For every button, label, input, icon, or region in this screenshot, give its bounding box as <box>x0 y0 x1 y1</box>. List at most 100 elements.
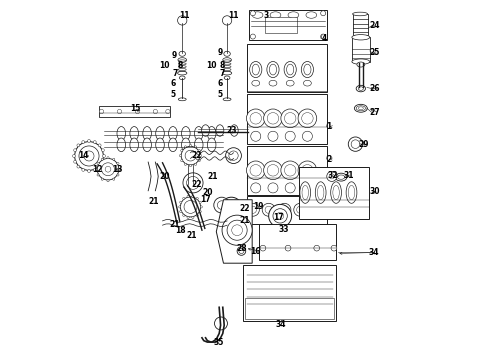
Ellipse shape <box>252 80 260 86</box>
Ellipse shape <box>195 138 203 152</box>
Bar <box>247 145 327 195</box>
Text: 9: 9 <box>218 48 223 57</box>
Ellipse shape <box>223 98 231 101</box>
Circle shape <box>246 203 259 216</box>
Text: 2: 2 <box>327 155 332 164</box>
Circle shape <box>314 245 319 251</box>
Circle shape <box>195 146 196 148</box>
Ellipse shape <box>303 80 311 86</box>
Ellipse shape <box>179 76 185 80</box>
Ellipse shape <box>338 175 344 179</box>
Circle shape <box>97 162 99 165</box>
Ellipse shape <box>178 60 186 62</box>
Ellipse shape <box>352 59 370 64</box>
Circle shape <box>222 215 252 245</box>
Text: 30: 30 <box>369 187 380 196</box>
Circle shape <box>199 154 201 157</box>
Circle shape <box>97 174 99 176</box>
Circle shape <box>180 211 182 213</box>
Ellipse shape <box>216 125 224 136</box>
Ellipse shape <box>252 64 259 75</box>
Ellipse shape <box>250 62 262 78</box>
Circle shape <box>269 204 292 227</box>
Circle shape <box>327 171 337 181</box>
Ellipse shape <box>223 71 231 73</box>
Circle shape <box>107 157 109 159</box>
Circle shape <box>73 154 75 157</box>
Circle shape <box>101 163 115 176</box>
Circle shape <box>98 144 101 147</box>
Circle shape <box>281 109 299 128</box>
Ellipse shape <box>223 63 231 65</box>
Text: 10: 10 <box>159 61 170 70</box>
Ellipse shape <box>284 62 296 78</box>
Circle shape <box>181 159 183 162</box>
Text: 21: 21 <box>207 172 218 181</box>
Circle shape <box>225 148 242 163</box>
Circle shape <box>187 176 199 189</box>
Bar <box>265 17 297 33</box>
Ellipse shape <box>156 138 164 152</box>
Bar <box>259 225 337 260</box>
Ellipse shape <box>269 80 277 86</box>
Circle shape <box>296 206 304 213</box>
Ellipse shape <box>352 35 370 40</box>
Circle shape <box>285 183 295 193</box>
Circle shape <box>101 158 103 160</box>
Circle shape <box>285 165 296 176</box>
Circle shape <box>218 201 226 210</box>
Text: 14: 14 <box>78 152 89 161</box>
Circle shape <box>180 201 182 203</box>
Text: 35: 35 <box>214 338 224 347</box>
Circle shape <box>192 216 194 219</box>
Ellipse shape <box>178 98 186 101</box>
Circle shape <box>281 161 299 180</box>
Circle shape <box>250 165 262 176</box>
Circle shape <box>153 109 157 114</box>
Circle shape <box>88 170 91 172</box>
Bar <box>98 107 171 117</box>
Circle shape <box>273 209 287 223</box>
Text: 1: 1 <box>327 122 332 131</box>
Bar <box>247 94 327 144</box>
Ellipse shape <box>306 12 317 18</box>
Circle shape <box>199 211 201 213</box>
Text: 5: 5 <box>171 90 176 99</box>
Ellipse shape <box>302 185 309 200</box>
Circle shape <box>105 166 111 172</box>
Ellipse shape <box>201 125 210 136</box>
Ellipse shape <box>169 138 177 152</box>
Bar <box>353 14 368 35</box>
Ellipse shape <box>357 62 365 67</box>
Ellipse shape <box>288 12 299 18</box>
Text: 32: 32 <box>328 171 338 180</box>
Circle shape <box>251 131 261 141</box>
Circle shape <box>285 131 295 141</box>
Text: 26: 26 <box>369 84 380 93</box>
Ellipse shape <box>346 182 357 203</box>
Ellipse shape <box>223 66 231 68</box>
Ellipse shape <box>169 127 177 140</box>
Circle shape <box>264 109 282 128</box>
Ellipse shape <box>301 62 314 78</box>
Text: 31: 31 <box>343 171 353 180</box>
Circle shape <box>93 168 96 171</box>
Text: 11: 11 <box>228 11 239 20</box>
Circle shape <box>348 137 363 151</box>
Circle shape <box>184 163 187 165</box>
Circle shape <box>313 206 319 213</box>
Circle shape <box>117 174 119 176</box>
Ellipse shape <box>267 62 279 78</box>
Text: 33: 33 <box>278 225 289 234</box>
Circle shape <box>195 163 196 165</box>
Circle shape <box>99 109 104 114</box>
Bar <box>299 167 368 219</box>
Circle shape <box>181 149 183 152</box>
Ellipse shape <box>270 12 281 18</box>
Ellipse shape <box>178 63 186 65</box>
Circle shape <box>227 220 247 240</box>
Circle shape <box>351 140 360 148</box>
Ellipse shape <box>300 182 311 203</box>
Text: 18: 18 <box>175 226 186 235</box>
Circle shape <box>84 151 94 161</box>
